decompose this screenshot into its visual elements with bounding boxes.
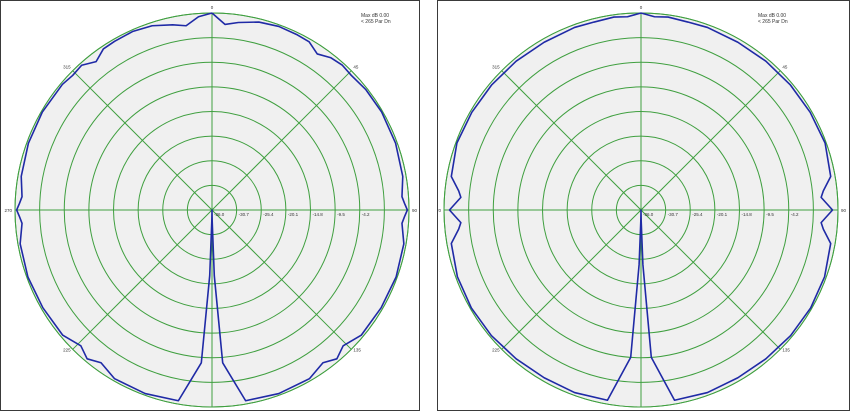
angle-tick-label: 225 bbox=[492, 347, 500, 352]
radial-tick-label: -14.8 bbox=[313, 212, 324, 217]
radial-tick-label: -30.7 bbox=[668, 212, 679, 217]
angle-tick-label: 315 bbox=[63, 65, 71, 70]
angle-tick-label: 90 bbox=[412, 208, 418, 213]
angle-tick-label: 270 bbox=[4, 208, 12, 213]
radial-tick-label: -9.5 bbox=[766, 212, 774, 217]
radial-tick-label: -4.2 bbox=[791, 212, 799, 217]
radial-tick-label: -20.1 bbox=[288, 212, 299, 217]
radial-tick-label: -20.1 bbox=[717, 212, 728, 217]
polar-plot-right-svg: -36.0-30.7-25.4-20.1-14.8-9.5-4.20901802… bbox=[438, 5, 847, 408]
angle-tick-label: 225 bbox=[63, 347, 71, 352]
radial-tick-label: -14.8 bbox=[742, 212, 753, 217]
angle-tick-label: 315 bbox=[492, 65, 500, 70]
angle-tick-label: 45 bbox=[782, 65, 788, 70]
series-trace bbox=[448, 12, 834, 402]
polar-chart-right: -36.0-30.7-25.4-20.1-14.8-9.5-4.20901802… bbox=[437, 0, 850, 411]
polar-plot-left-svg: -36.0-30.7-25.4-20.1-14.8-9.5-4.20901802… bbox=[4, 5, 418, 408]
angle-tick-label: 90 bbox=[841, 208, 847, 213]
chart-header-line: < 265 Par Dn bbox=[361, 19, 391, 25]
angle-tick-label: 135 bbox=[782, 347, 790, 352]
radial-tick-label: -36.0 bbox=[643, 212, 654, 217]
radial-tick-label: -25.4 bbox=[692, 212, 703, 217]
angle-tick-label: 135 bbox=[353, 347, 361, 352]
angle-tick-label: 45 bbox=[353, 65, 359, 70]
radial-tick-label: -25.4 bbox=[263, 212, 274, 217]
series-trace bbox=[15, 12, 409, 402]
angle-tick-label: 270 bbox=[438, 208, 441, 213]
chart-header-line: Max dB 0.00 bbox=[758, 13, 786, 19]
radial-tick-label: -9.5 bbox=[337, 212, 345, 217]
chart-header-line: Max dB 0.00 bbox=[361, 13, 389, 19]
angle-tick-label: 0 bbox=[640, 5, 643, 10]
chart-header-line: < 265 Par Dn bbox=[758, 19, 788, 25]
radial-tick-label: -36.0 bbox=[214, 212, 225, 217]
polar-chart-left: -36.0-30.7-25.4-20.1-14.8-9.5-4.20901802… bbox=[0, 0, 420, 411]
angle-tick-label: 0 bbox=[211, 5, 214, 10]
radial-tick-label: -4.2 bbox=[362, 212, 370, 217]
radial-tick-label: -30.7 bbox=[239, 212, 250, 217]
